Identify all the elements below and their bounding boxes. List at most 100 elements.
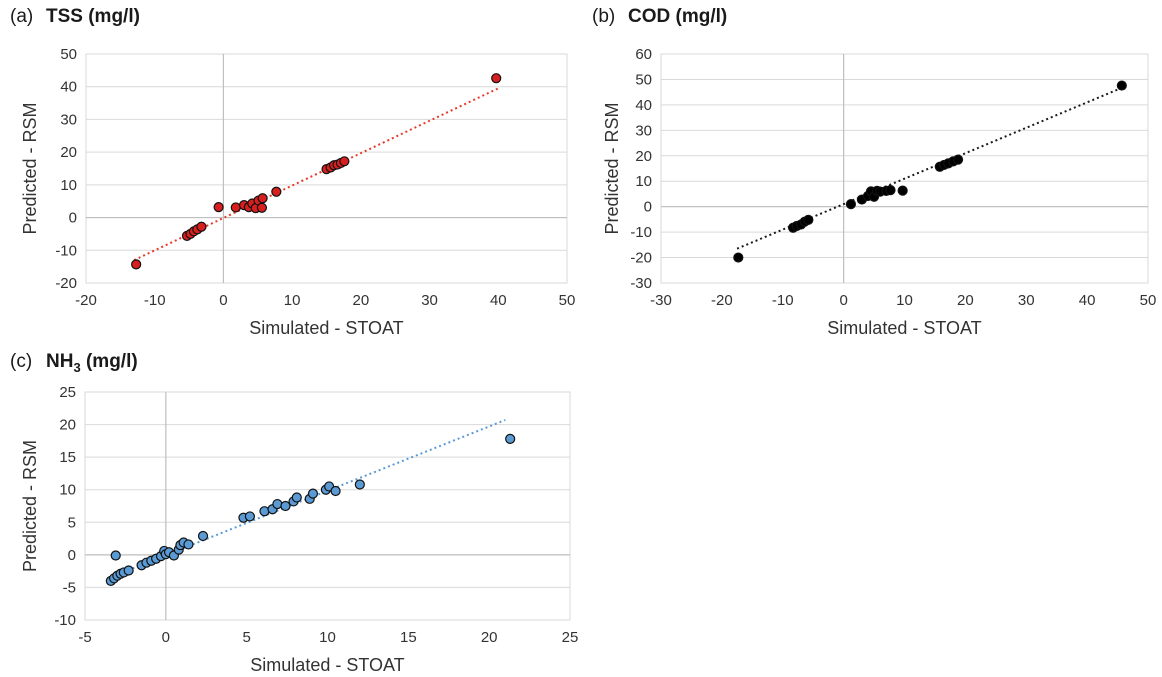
plot-area-border <box>84 391 571 621</box>
trendline <box>133 87 499 262</box>
x-tick-label: 10 <box>896 292 913 309</box>
data-point <box>244 511 255 522</box>
y-tick-label: 0 <box>69 210 77 227</box>
data-point <box>183 539 194 550</box>
data-point <box>897 185 908 196</box>
y-tick-label: -10 <box>54 612 76 629</box>
y-tick-label: 0 <box>68 547 76 564</box>
data-point <box>339 156 350 167</box>
trendline <box>736 87 1121 250</box>
data-point <box>885 185 896 196</box>
data-point <box>197 530 209 542</box>
y-tick-label: 30 <box>60 111 77 128</box>
x-tick-label: 40 <box>1079 292 1096 309</box>
x-tick-label: 25 <box>562 629 579 646</box>
data-point <box>952 154 964 165</box>
x-tick-label: 0 <box>162 629 170 646</box>
x-tick-label: 20 <box>957 292 974 309</box>
x-tick-label: 30 <box>1018 292 1035 309</box>
chart-title-subscript: 3 <box>73 359 81 375</box>
y-tick-label: -5 <box>63 579 76 596</box>
y-tick-label: 20 <box>59 417 76 434</box>
data-point <box>330 485 341 497</box>
chart-title-main: NH <box>46 351 74 372</box>
scatter-plot-tss: -20 -10 0 10 20 30 40 50 -20 -10 0 10 20 30 40 50 Simula… <box>20 46 576 338</box>
data-point <box>271 186 282 197</box>
data-point <box>213 202 224 213</box>
x-tick-label: -5 <box>78 629 91 646</box>
y-tick-label: 10 <box>60 177 77 194</box>
x-tick-label: 30 <box>421 292 438 309</box>
y-tick-label: -10 <box>55 242 77 259</box>
data-point <box>307 488 319 499</box>
y-tick-label: 20 <box>60 144 77 161</box>
chart-title: TSS (mg/l) <box>46 6 140 27</box>
x-tick-label: 20 <box>353 292 370 309</box>
data-point <box>280 500 291 512</box>
panel-letter: (b) <box>592 6 616 27</box>
y-tick-label: 10 <box>59 482 76 499</box>
x-tick-label: -10 <box>772 292 794 309</box>
data-point <box>131 259 142 270</box>
x-tick-label: 50 <box>1140 292 1157 309</box>
y-tick-label: 60 <box>635 46 652 63</box>
y-tick-label: 25 <box>59 384 76 401</box>
x-tick-label: 15 <box>400 629 417 646</box>
data-point <box>230 202 241 213</box>
data-point <box>354 479 365 490</box>
y-tick-label: 40 <box>635 97 652 114</box>
x-tick-label: 0 <box>219 292 227 309</box>
y-axis-title: Predicted - RSM <box>20 102 40 234</box>
chart-title: COD (mg/l) <box>628 6 728 27</box>
y-tick-label: 20 <box>635 148 652 165</box>
y-tick-label: 0 <box>644 199 652 216</box>
y-tick-label: 10 <box>635 173 652 190</box>
data-point <box>845 199 857 210</box>
data-point <box>256 202 268 213</box>
y-tick-label: 5 <box>68 514 76 531</box>
chart-title: NH3 (mg/l) <box>46 351 138 375</box>
x-axis-title: Simulated - STOAT <box>827 318 981 338</box>
x-tick-label: 0 <box>839 292 847 309</box>
data-point <box>505 433 516 445</box>
y-tick-label: 50 <box>635 71 652 88</box>
y-axis-title: Predicted - RSM <box>20 440 40 572</box>
x-tick-label: -20 <box>75 292 97 309</box>
x-tick-label: 50 <box>559 292 576 309</box>
y-axis-title: Predicted - RSM <box>602 102 622 234</box>
x-tick-label: -20 <box>711 292 733 309</box>
plot-area-border <box>660 53 1149 284</box>
y-tick-label: -10 <box>630 224 652 241</box>
x-tick-label: -30 <box>650 292 672 309</box>
data-point <box>803 214 814 225</box>
y-tick-label: -30 <box>630 275 652 292</box>
data-point <box>291 492 302 503</box>
data-point <box>196 221 207 232</box>
y-tick-label: 15 <box>59 449 76 466</box>
x-tick-label: -10 <box>144 292 166 309</box>
x-axis-title: Simulated - STOAT <box>250 655 404 675</box>
data-point <box>110 550 121 561</box>
panel-letter: (c) <box>10 351 33 372</box>
y-tick-label: -20 <box>630 250 652 267</box>
x-tick-label: 40 <box>490 292 507 309</box>
data-point <box>491 73 502 84</box>
chart-title-unit: (mg/l) <box>80 351 138 372</box>
x-tick-label: 10 <box>284 292 301 309</box>
y-tick-label: -20 <box>55 275 77 292</box>
y-tick-label: 50 <box>60 46 77 63</box>
data-point <box>123 565 134 576</box>
x-axis-title: Simulated - STOAT <box>249 318 403 338</box>
x-tick-label: 20 <box>481 629 498 646</box>
y-tick-label: 30 <box>635 122 652 139</box>
y-tick-label: 40 <box>60 79 77 96</box>
chart-panel-nh3: (c) NH3 (mg/l) -10 -5 0 5 10 15 20 25 -5 0 5 10 15 20… <box>0 345 580 677</box>
chart-panel-cod: (b) COD (mg/l) -30 -20 -10 0 10 20 30 40 50 60 -30… <box>582 0 1162 340</box>
panel-letter: (a) <box>10 6 34 27</box>
chart-panel-tss: (a) TSS (mg/l) -20 -10 0 10 20 30 40 50 -20 -10 0 1… <box>0 0 580 340</box>
data-point <box>257 193 268 204</box>
x-tick-label: 10 <box>319 629 336 646</box>
x-tick-label: 5 <box>242 629 250 646</box>
data-point <box>1116 80 1127 91</box>
